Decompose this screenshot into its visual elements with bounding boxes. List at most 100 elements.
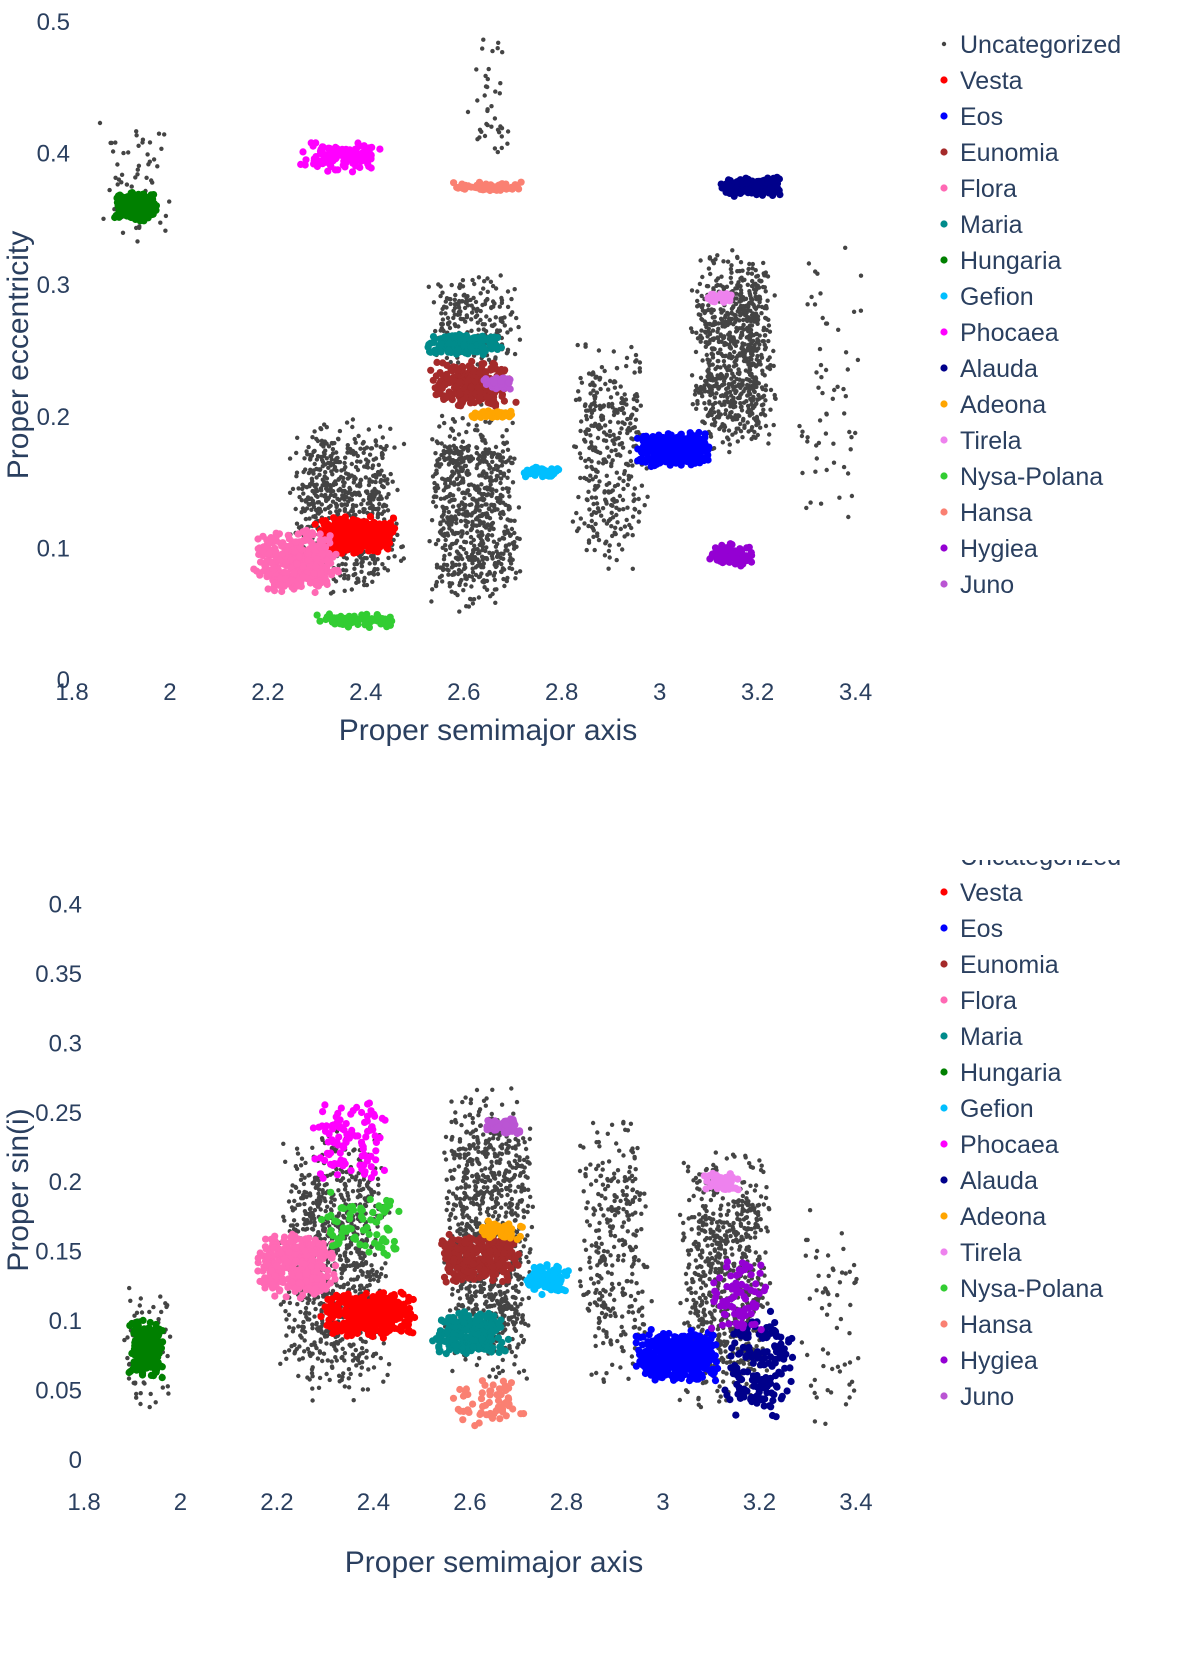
data-point	[819, 375, 824, 380]
data-point	[720, 393, 725, 398]
data-point	[371, 497, 376, 502]
data-point	[492, 507, 497, 513]
data-point	[499, 134, 504, 139]
data-point	[661, 442, 670, 450]
data-point	[503, 524, 508, 529]
data-point	[430, 587, 435, 592]
data-point	[386, 519, 394, 527]
data-point	[837, 495, 842, 500]
data-point	[282, 569, 291, 577]
data-point	[494, 554, 500, 559]
data-point	[771, 422, 776, 428]
data-point	[553, 465, 562, 473]
data-point	[342, 506, 348, 512]
data-point	[841, 464, 847, 470]
data-point	[338, 149, 346, 157]
data-point	[303, 499, 309, 504]
data-point	[505, 289, 511, 294]
data-point	[338, 532, 346, 540]
data-point	[805, 439, 810, 444]
data-point	[488, 279, 494, 284]
data-point	[447, 544, 453, 549]
data-point	[725, 259, 731, 264]
data-point	[488, 487, 493, 492]
data-point	[516, 505, 522, 510]
data-point	[340, 479, 346, 484]
data-point	[311, 520, 319, 528]
data-point	[361, 144, 369, 153]
data-point	[505, 129, 511, 134]
data-point	[440, 322, 445, 327]
data-point	[155, 164, 160, 169]
data-point	[308, 452, 313, 458]
data-point	[482, 368, 490, 376]
data-point	[357, 509, 362, 514]
data-point	[432, 349, 440, 357]
data-point	[461, 588, 466, 593]
data-point	[349, 461, 354, 467]
data-point	[674, 452, 682, 461]
data-point	[584, 464, 589, 470]
data-point	[458, 299, 463, 304]
data-point	[380, 504, 386, 509]
data-point	[510, 420, 515, 426]
data-point	[589, 518, 594, 524]
data-point	[818, 501, 824, 506]
data-point	[370, 489, 375, 494]
data-point	[707, 256, 712, 261]
data-point	[500, 566, 506, 571]
data-point	[467, 492, 472, 498]
data-point	[611, 349, 616, 354]
data-point	[464, 429, 469, 435]
data-point	[319, 488, 324, 493]
data-point	[298, 562, 307, 571]
data-point	[334, 459, 339, 465]
data-point	[362, 464, 367, 469]
data-point	[443, 547, 448, 553]
data-point	[354, 139, 362, 147]
data-point	[698, 388, 704, 393]
data-point	[343, 464, 348, 470]
data-point	[437, 529, 443, 535]
data-point	[439, 441, 444, 446]
data-point	[290, 486, 296, 492]
data-point	[745, 420, 750, 425]
data-point	[695, 304, 700, 309]
data-point	[579, 419, 584, 424]
data-point	[449, 474, 454, 479]
data-point	[460, 341, 468, 349]
data-point	[293, 560, 301, 568]
data-point	[456, 487, 461, 492]
data-point	[606, 404, 611, 409]
data-point	[764, 306, 769, 311]
data-point	[480, 322, 485, 327]
data-point	[507, 552, 513, 557]
data-point	[475, 320, 480, 325]
data-point	[390, 479, 395, 484]
data-point	[508, 455, 513, 460]
data-point	[749, 271, 755, 276]
data-point	[800, 470, 805, 476]
data-point	[719, 373, 725, 378]
data-point	[362, 582, 367, 588]
data-point	[336, 563, 341, 568]
data-point	[483, 393, 491, 401]
data-point	[586, 540, 592, 545]
data-point	[473, 486, 478, 491]
data-point	[501, 473, 507, 478]
data-point	[300, 482, 305, 487]
data-point	[851, 309, 857, 314]
data-point	[484, 485, 489, 490]
data-point	[490, 520, 496, 526]
data-point	[747, 365, 752, 371]
data-point	[759, 278, 764, 284]
data-point	[835, 384, 840, 389]
data-point	[737, 318, 742, 323]
data-point	[487, 550, 492, 555]
data-point	[697, 281, 703, 287]
data-point	[729, 398, 734, 403]
data-point	[763, 398, 768, 403]
data-point	[304, 485, 309, 490]
data-point	[505, 304, 511, 310]
data-point	[703, 330, 709, 335]
